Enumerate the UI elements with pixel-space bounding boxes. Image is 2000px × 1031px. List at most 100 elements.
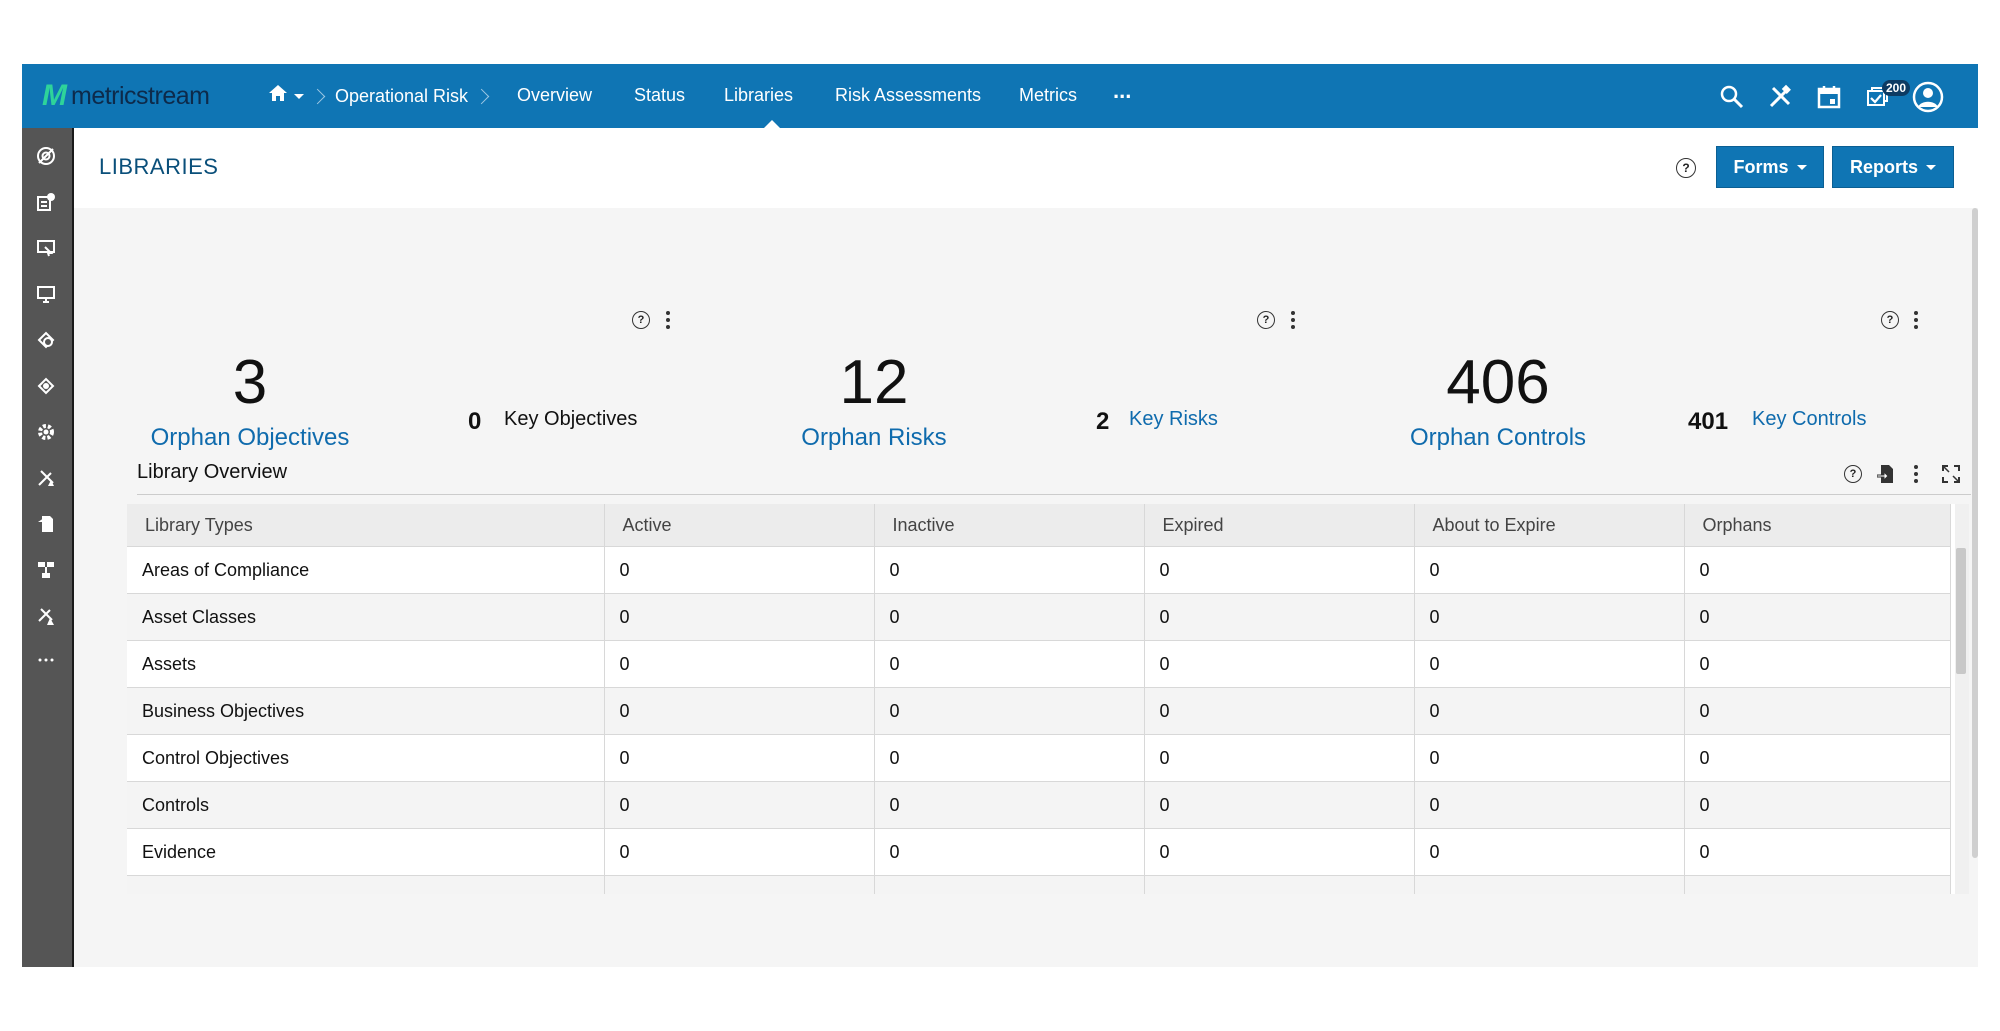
tab-status[interactable]: Status (634, 85, 686, 105)
export-icon[interactable] (1877, 464, 1895, 484)
cell-active[interactable]: 0 (604, 687, 875, 735)
controls-icon[interactable] (36, 376, 56, 396)
cell-inactive[interactable]: 0 (874, 734, 1145, 782)
table-row[interactable]: Assets 0 0 0 0 0 (127, 640, 1951, 688)
cell-active[interactable]: 0 (604, 546, 875, 594)
column-header-library-types[interactable]: Library Types (127, 504, 605, 547)
cell-active[interactable]: 0 (604, 828, 875, 876)
home-icon[interactable] (268, 84, 288, 108)
cell-inactive[interactable]: 0 (874, 640, 1145, 688)
user-avatar-icon[interactable] (1912, 81, 1944, 113)
cell-expired[interactable]: 0 (1144, 546, 1415, 594)
cell-library-type: Evidence (127, 828, 605, 876)
forms-dropdown-button[interactable]: Forms (1716, 146, 1824, 188)
table-row[interactable] (127, 875, 1951, 894)
kpi-objectives-help-icon[interactable]: ? (632, 311, 650, 329)
cell-active[interactable]: 0 (604, 781, 875, 829)
orphan-objectives-link[interactable]: Orphan Objectives (150, 424, 350, 451)
reports-dropdown-button[interactable]: Reports (1832, 146, 1954, 188)
table-row[interactable]: Controls 0 0 0 0 0 (127, 781, 1951, 829)
calendar-icon[interactable] (1816, 84, 1842, 110)
table-row[interactable]: Control Objectives 0 0 0 0 0 (127, 734, 1951, 782)
cell-orphans[interactable]: 0 (1684, 687, 1951, 735)
page-scrollbar[interactable] (1972, 208, 1978, 858)
tab-libraries[interactable]: Libraries (724, 85, 794, 105)
column-header-active[interactable]: Active (604, 504, 875, 547)
library-menu-icon[interactable] (1914, 465, 1918, 486)
page-title: LIBRARIES (99, 154, 219, 179)
column-header-about-to-expire[interactable]: About to Expire (1414, 504, 1685, 547)
cell-expired[interactable]: 0 (1144, 734, 1415, 782)
library-help-icon[interactable]: ? (1844, 465, 1862, 483)
issues-icon[interactable] (36, 468, 56, 488)
cell-about-to-expire[interactable]: 0 (1414, 781, 1685, 829)
kpi-risks-help-icon[interactable]: ? (1257, 311, 1275, 329)
cell-expired[interactable]: 0 (1144, 828, 1415, 876)
cell-orphans[interactable]: 0 (1684, 593, 1951, 641)
cell-about-to-expire[interactable]: 0 (1414, 828, 1685, 876)
library-icon[interactable] (36, 330, 56, 350)
cell-expired[interactable]: 0 (1144, 781, 1415, 829)
table-scrollbar-thumb[interactable] (1956, 548, 1966, 674)
cell-about-to-expire[interactable]: 0 (1414, 734, 1685, 782)
table-row[interactable]: Asset Classes 0 0 0 0 0 (127, 593, 1951, 641)
objectives-icon[interactable] (36, 192, 56, 212)
table-header-row: Library Types Active Inactive Expired Ab… (127, 504, 1951, 547)
metricstream-logo[interactable]: M metricstream (42, 78, 210, 114)
cell-active[interactable]: 0 (604, 593, 875, 641)
cell-about-to-expire[interactable]: 0 (1414, 640, 1685, 688)
cell-about-to-expire[interactable]: 0 (1414, 593, 1685, 641)
cell-active[interactable]: 0 (604, 640, 875, 688)
orphan-risks-link[interactable]: Orphan Risks (801, 424, 947, 451)
orphan-controls-link[interactable]: Orphan Controls (1409, 424, 1587, 451)
documents-icon[interactable] (36, 514, 56, 534)
key-risks-link[interactable]: Key Risks (1129, 408, 1218, 430)
cell-orphans[interactable]: 0 (1684, 640, 1951, 688)
search-icon[interactable] (1719, 84, 1745, 110)
hierarchy-icon[interactable] (36, 560, 56, 580)
cell-expired[interactable]: 0 (1144, 687, 1415, 735)
cell-orphans[interactable]: 0 (1684, 828, 1951, 876)
risk-target-icon[interactable] (36, 146, 56, 166)
more-icon[interactable] (36, 650, 56, 670)
monitor-icon[interactable] (36, 284, 56, 304)
cell-inactive[interactable]: 0 (874, 546, 1145, 594)
tab-risk-assessments[interactable]: Risk Assessments (835, 85, 982, 105)
breadcrumb-operational-risk[interactable]: Operational Risk (335, 85, 469, 106)
help-icon[interactable]: ? (1676, 158, 1696, 178)
table-row[interactable]: Business Objectives 0 0 0 0 0 (127, 687, 1951, 735)
tab-metrics[interactable]: Metrics (1019, 85, 1077, 105)
cell-about-to-expire[interactable]: 0 (1414, 546, 1685, 594)
settings-icon[interactable] (36, 422, 56, 442)
tab-overview[interactable]: Overview (517, 85, 593, 105)
kpi-controls-menu-icon[interactable] (1914, 311, 1918, 332)
kpi-controls-help-icon[interactable]: ? (1881, 311, 1899, 329)
cell-active[interactable]: 0 (604, 734, 875, 782)
cell-inactive[interactable]: 0 (874, 828, 1145, 876)
column-header-inactive[interactable]: Inactive (874, 504, 1145, 547)
cell-orphans[interactable]: 0 (1684, 781, 1951, 829)
cell-inactive[interactable]: 0 (874, 781, 1145, 829)
table-row[interactable]: Areas of Compliance 0 0 0 0 0 (127, 546, 1951, 594)
cell-inactive-partial (874, 875, 1145, 894)
expand-icon[interactable] (1942, 465, 1960, 483)
cell-orphans[interactable]: 0 (1684, 734, 1951, 782)
chevron-down-icon (1796, 164, 1807, 170)
cell-expired[interactable]: 0 (1144, 640, 1415, 688)
cell-inactive[interactable]: 0 (874, 687, 1145, 735)
chevron-down-icon[interactable] (294, 93, 304, 99)
key-controls-link[interactable]: Key Controls (1752, 408, 1867, 430)
kpi-objectives-menu-icon[interactable] (666, 311, 670, 332)
cell-expired[interactable]: 0 (1144, 593, 1415, 641)
cell-inactive[interactable]: 0 (874, 593, 1145, 641)
tools-icon[interactable] (1767, 84, 1793, 110)
column-header-expired[interactable]: Expired (1144, 504, 1415, 547)
cell-about-to-expire[interactable]: 0 (1414, 687, 1685, 735)
column-header-orphans[interactable]: Orphans (1684, 504, 1951, 547)
more-tabs-button[interactable]: ... (1113, 78, 1132, 103)
assessment-icon[interactable] (36, 238, 56, 258)
kpi-risks-menu-icon[interactable] (1291, 311, 1295, 332)
cell-orphans[interactable]: 0 (1684, 546, 1951, 594)
table-row[interactable]: Evidence 0 0 0 0 0 (127, 828, 1951, 876)
alerts-icon[interactable] (36, 606, 56, 626)
